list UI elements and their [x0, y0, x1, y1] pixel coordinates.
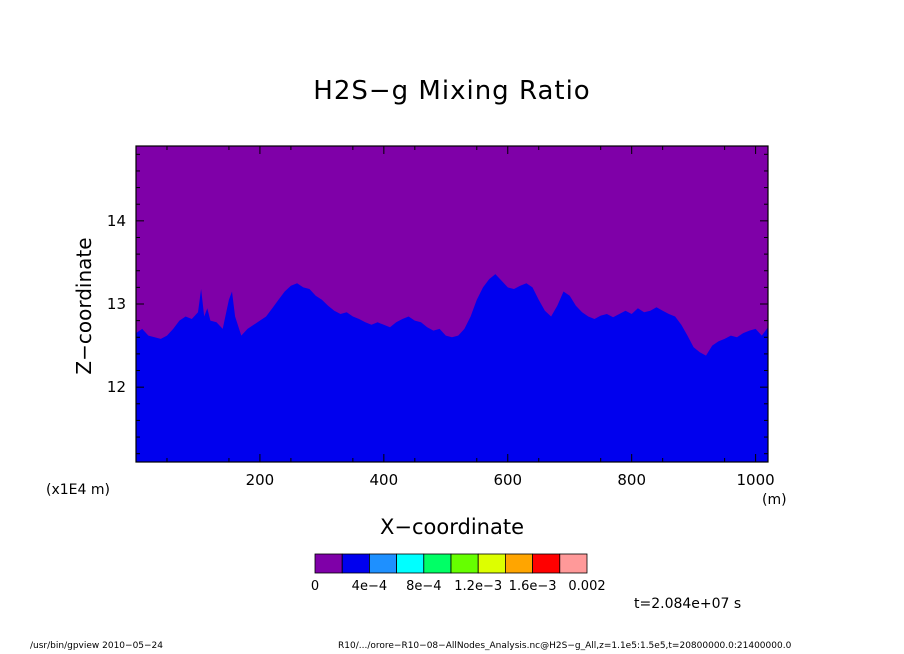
colorbar-swatch	[423, 553, 452, 574]
x-tick-label: 600	[493, 471, 522, 489]
x-tick-label: 1000	[737, 471, 775, 489]
colorbar-label: 0	[311, 579, 319, 594]
colorbar-label: 8e−4	[406, 579, 441, 594]
colorbar-label: 1.6e−3	[509, 579, 557, 594]
y-tick-label: 13	[107, 295, 126, 313]
colorbar-label: 0.002	[568, 579, 605, 594]
colorbar-swatch	[368, 553, 397, 574]
colorbar-swatch	[396, 553, 425, 574]
colorbar-swatch	[532, 553, 561, 574]
colorbar-swatch	[450, 553, 479, 574]
colorbar-swatch	[314, 553, 343, 574]
colorbar-swatch	[477, 553, 506, 574]
time-label: t=2.084e+07 s	[634, 596, 742, 612]
x-tick-label: 400	[370, 471, 399, 489]
y-axis-scale-note: (x1E4 m)	[46, 482, 110, 498]
chart-title: H2S−g Mixing Ratio	[313, 76, 591, 106]
y-tick-label: 12	[107, 378, 126, 396]
x-axis-label: X−coordinate	[380, 515, 524, 539]
footer-left: /usr/bin/gpview 2010−05−24	[30, 641, 164, 651]
colorbar-swatch	[559, 553, 588, 574]
y-tick-label: 14	[107, 212, 126, 230]
colorbar-label: 1.2e−3	[454, 579, 502, 594]
x-tick-label: 200	[246, 471, 275, 489]
colorbar-swatch	[341, 553, 370, 574]
colorbar-swatch	[504, 553, 533, 574]
y-axis-label: Z−coordinate	[72, 237, 96, 375]
field-lower-region	[136, 274, 768, 462]
footer-right: R10/.../orore−R10−08−AllNodes_Analysis.n…	[338, 641, 792, 651]
x-axis-units: (m)	[762, 492, 787, 508]
colorbar-label: 4e−4	[352, 579, 387, 594]
x-tick-label: 800	[617, 471, 646, 489]
